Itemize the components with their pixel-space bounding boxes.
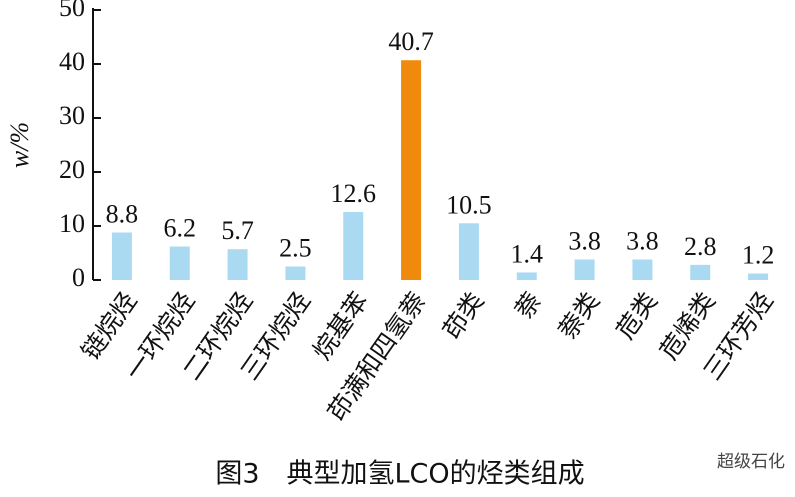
y-tick-label: 50 [59, 0, 85, 22]
value-label: 40.7 [388, 27, 434, 56]
bar [401, 60, 422, 280]
y-tick-label: 30 [59, 101, 85, 130]
caption: 图3 典型加氢LCO的烃类组成 [215, 459, 584, 490]
value-label: 3.8 [568, 226, 601, 255]
bar [516, 272, 537, 280]
value-label: 1.4 [511, 239, 544, 268]
y-tick-label: 40 [59, 47, 85, 76]
value-label: 12.6 [331, 179, 377, 208]
x-tick-label: 茚类 [437, 287, 489, 345]
bar [632, 259, 653, 280]
bar [748, 273, 769, 280]
bar [111, 232, 132, 280]
x-tick-label: 萘类 [553, 287, 605, 345]
value-label: 1.2 [742, 240, 775, 269]
y-tick-label: 10 [59, 209, 85, 238]
bar [227, 249, 248, 280]
value-label: 5.7 [221, 216, 254, 245]
y-axis-label: w/% [5, 122, 34, 168]
watermark: 超级石化 [717, 452, 785, 472]
bar [690, 264, 711, 280]
value-label: 3.8 [626, 226, 659, 255]
value-label: 8.8 [106, 199, 139, 228]
y-tick-label: 0 [72, 263, 85, 292]
value-label: 2.8 [684, 232, 717, 261]
bar [169, 246, 190, 280]
bar [285, 266, 306, 280]
value-label: 10.5 [446, 190, 492, 219]
value-label: 6.2 [164, 213, 197, 242]
x-tick-label: 萘 [509, 287, 547, 324]
value-label: 2.5 [279, 233, 312, 262]
x-tick-label: 苊类 [611, 287, 663, 345]
bar [458, 223, 479, 280]
bar [574, 259, 595, 280]
y-tick-label: 20 [59, 155, 85, 184]
bar [343, 211, 364, 280]
